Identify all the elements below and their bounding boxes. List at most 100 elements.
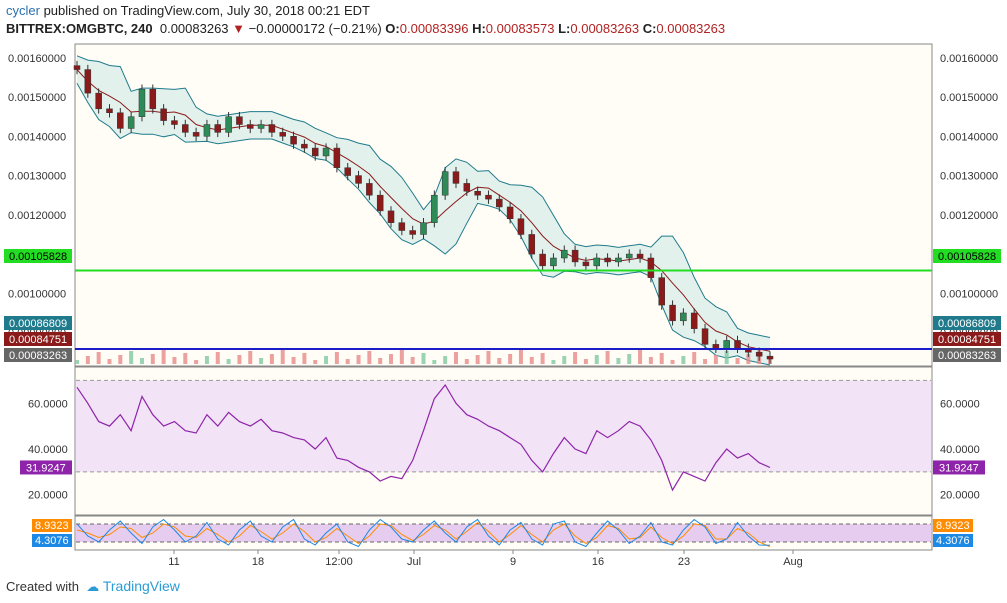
candle[interactable] <box>149 88 157 110</box>
candle[interactable] <box>647 257 655 278</box>
author-name[interactable]: cycler <box>6 3 40 18</box>
stoch-d-text-left: 4.3076 <box>35 535 69 547</box>
candle[interactable] <box>366 183 373 196</box>
candle[interactable] <box>604 257 611 263</box>
candle[interactable] <box>160 108 167 121</box>
candle[interactable] <box>723 340 730 349</box>
tradingview-logo-icon[interactable]: ☁ <box>86 579 100 594</box>
volume-bar <box>367 351 372 364</box>
candle[interactable] <box>528 234 536 255</box>
high-value: 0.00083573 <box>485 21 555 36</box>
rsi-band-fill <box>76 380 931 472</box>
stoch-k-tag-left <box>32 519 72 532</box>
time-axis-label: Jul <box>407 556 421 568</box>
candle[interactable] <box>669 304 676 322</box>
candle[interactable] <box>506 206 514 219</box>
candle[interactable] <box>517 218 525 235</box>
candle[interactable] <box>247 124 254 129</box>
candle[interactable] <box>236 116 243 125</box>
candle[interactable] <box>680 312 687 322</box>
rsi-value-text-right: 31.9247 <box>939 462 979 474</box>
volume-bar <box>594 355 599 364</box>
candle[interactable] <box>658 277 665 306</box>
volume-bar <box>551 360 556 364</box>
candle[interactable] <box>561 249 568 259</box>
candle[interactable] <box>355 175 362 184</box>
stoch-d-line[interactable] <box>76 521 771 548</box>
volume-bar <box>540 353 545 364</box>
candle[interactable] <box>171 120 178 125</box>
candle[interactable] <box>84 69 92 94</box>
candle[interactable] <box>571 249 579 263</box>
candle[interactable] <box>452 171 460 184</box>
stoch-k-tag-right <box>933 519 973 532</box>
candle[interactable] <box>539 253 546 267</box>
candle[interactable] <box>474 191 481 196</box>
candle[interactable] <box>333 147 341 168</box>
candle[interactable] <box>593 257 600 267</box>
candle[interactable] <box>766 355 774 360</box>
candle[interactable] <box>485 194 492 200</box>
volume-bar <box>118 355 123 364</box>
candle[interactable] <box>214 124 222 133</box>
candle[interactable] <box>95 92 102 110</box>
candle[interactable] <box>420 222 427 235</box>
candle[interactable] <box>268 124 276 133</box>
candle[interactable] <box>203 124 211 137</box>
candle[interactable] <box>127 116 135 129</box>
rsi-value-tag-right <box>933 460 985 475</box>
volume-bar <box>659 353 664 364</box>
time-axis-label: 9 <box>510 556 516 568</box>
candle[interactable] <box>755 351 763 357</box>
candle[interactable] <box>734 340 741 349</box>
candle[interactable] <box>182 124 189 133</box>
rsi-line[interactable] <box>76 383 771 492</box>
volume-bar <box>713 355 718 364</box>
candle[interactable] <box>690 312 698 329</box>
tradingview-link[interactable]: TradingView <box>102 578 180 594</box>
open-value: 0.00083396 <box>399 21 469 36</box>
candle[interactable] <box>712 344 720 349</box>
candle[interactable] <box>636 253 644 259</box>
volume-bar <box>313 360 318 364</box>
candle[interactable] <box>117 112 124 129</box>
volume-bar <box>410 357 415 364</box>
candle[interactable] <box>322 147 330 157</box>
candle[interactable] <box>311 147 319 157</box>
price-axis-tick-left: 0.00130000 <box>8 171 66 183</box>
candle[interactable] <box>73 65 81 70</box>
candle[interactable] <box>701 328 709 345</box>
candle[interactable] <box>290 136 297 145</box>
close-label: C: <box>642 21 657 36</box>
candle[interactable] <box>387 210 395 223</box>
candle[interactable] <box>398 222 406 231</box>
candle[interactable] <box>582 261 590 267</box>
price-tag-left <box>4 332 72 346</box>
price-axis-tick-right: 0.00140000 <box>940 131 998 143</box>
candle[interactable] <box>409 230 416 235</box>
candle[interactable] <box>192 132 200 137</box>
stoch-k-line[interactable] <box>76 518 771 548</box>
candle[interactable] <box>106 108 113 113</box>
candle[interactable] <box>615 257 622 263</box>
candle[interactable] <box>463 183 471 192</box>
volume-bar <box>573 352 578 364</box>
candle[interactable] <box>279 132 286 137</box>
price-tag-text-right: 0.00105828 <box>938 251 996 263</box>
candle[interactable] <box>344 167 351 176</box>
candle[interactable] <box>431 194 438 223</box>
candle[interactable] <box>625 253 633 259</box>
candle[interactable] <box>225 116 232 133</box>
time-axis-label: 12:00 <box>325 556 353 568</box>
candle[interactable] <box>441 171 449 196</box>
candle[interactable] <box>138 88 146 117</box>
candle[interactable] <box>257 124 265 129</box>
candle[interactable] <box>376 194 384 212</box>
volume-bar <box>453 352 458 364</box>
candle[interactable] <box>301 143 308 149</box>
volume-bar <box>345 359 350 364</box>
symbol-line: BITTREX:OMGBTC, 240 0.00083263 ▼ −0.0000… <box>6 21 725 36</box>
candle[interactable] <box>550 257 557 267</box>
candle[interactable] <box>496 198 503 208</box>
